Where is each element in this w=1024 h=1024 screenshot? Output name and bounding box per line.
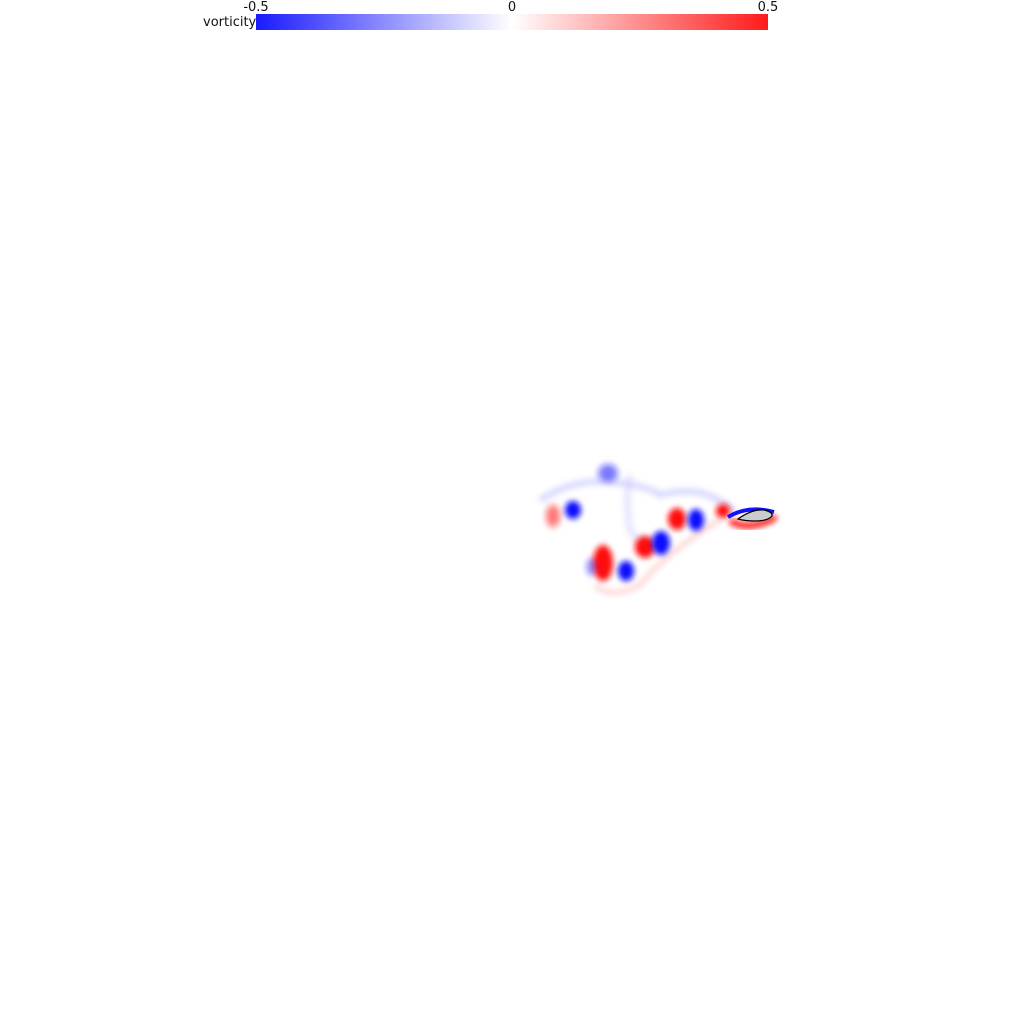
vortex-positive [668,508,686,530]
vortex-negative [565,501,581,519]
vortex-positive [716,504,730,518]
vortex-negative [652,531,670,555]
vortex-negative [586,558,596,576]
wake-vortices [538,462,778,596]
vortex-negative [596,462,620,484]
colorbar-tick-max: 0.5 [757,0,779,15]
shear-layer-upper [538,477,738,515]
colorbar-tick-mid: 0 [507,0,517,15]
colorbar-tick-min: -0.5 [243,0,269,15]
colorbar-label: vorticity [203,15,257,30]
vortex-negative [618,561,634,581]
vortex-negative [688,509,704,531]
boundary-layer-lower [728,514,778,529]
airfoil-body [736,509,773,522]
shear-layer-lower [592,517,722,596]
vortex-positive [635,536,655,558]
boundary-layer-upper [726,507,775,519]
vortex-positive [544,502,562,530]
colorbar-gradient [256,14,768,30]
vortex-positive [593,545,613,581]
airfoil [736,509,773,522]
